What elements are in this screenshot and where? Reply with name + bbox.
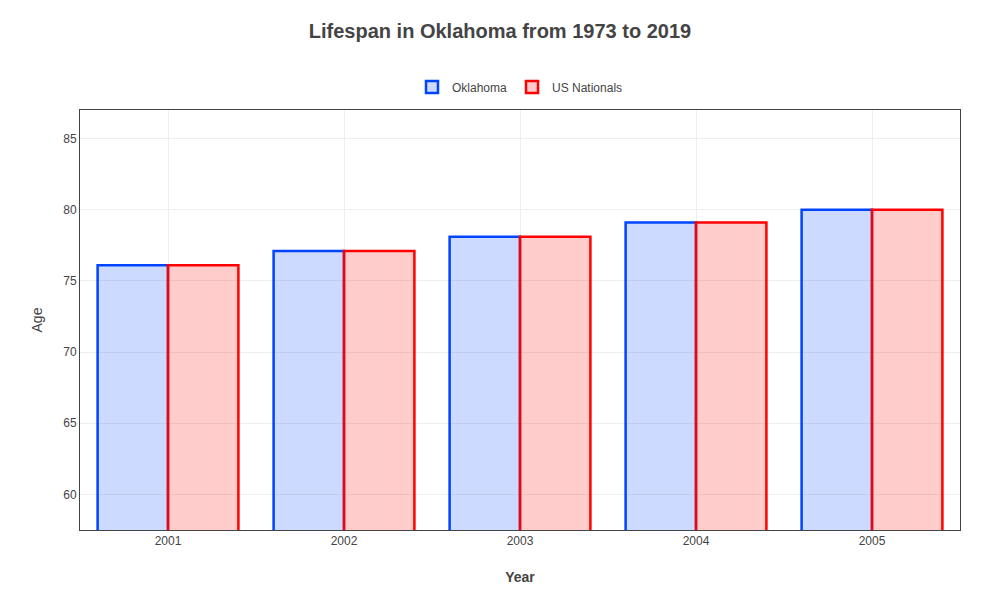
svg-text:Age: Age [29, 307, 45, 332]
svg-text:US Nationals: US Nationals [552, 81, 622, 95]
svg-text:2004: 2004 [683, 534, 710, 548]
svg-text:2003: 2003 [507, 534, 534, 548]
svg-text:65: 65 [63, 416, 77, 430]
svg-text:80: 80 [63, 203, 77, 217]
svg-text:Year: Year [505, 569, 535, 585]
svg-text:75: 75 [63, 274, 77, 288]
svg-text:Lifespan in Oklahoma from 1973: Lifespan in Oklahoma from 1973 to 2019 [309, 20, 691, 42]
svg-text:60: 60 [63, 488, 77, 502]
svg-text:2002: 2002 [331, 534, 358, 548]
svg-text:85: 85 [63, 132, 77, 146]
svg-text:70: 70 [63, 345, 77, 359]
svg-text:2005: 2005 [859, 534, 886, 548]
svg-text:Oklahoma: Oklahoma [452, 81, 507, 95]
svg-text:2001: 2001 [155, 534, 182, 548]
